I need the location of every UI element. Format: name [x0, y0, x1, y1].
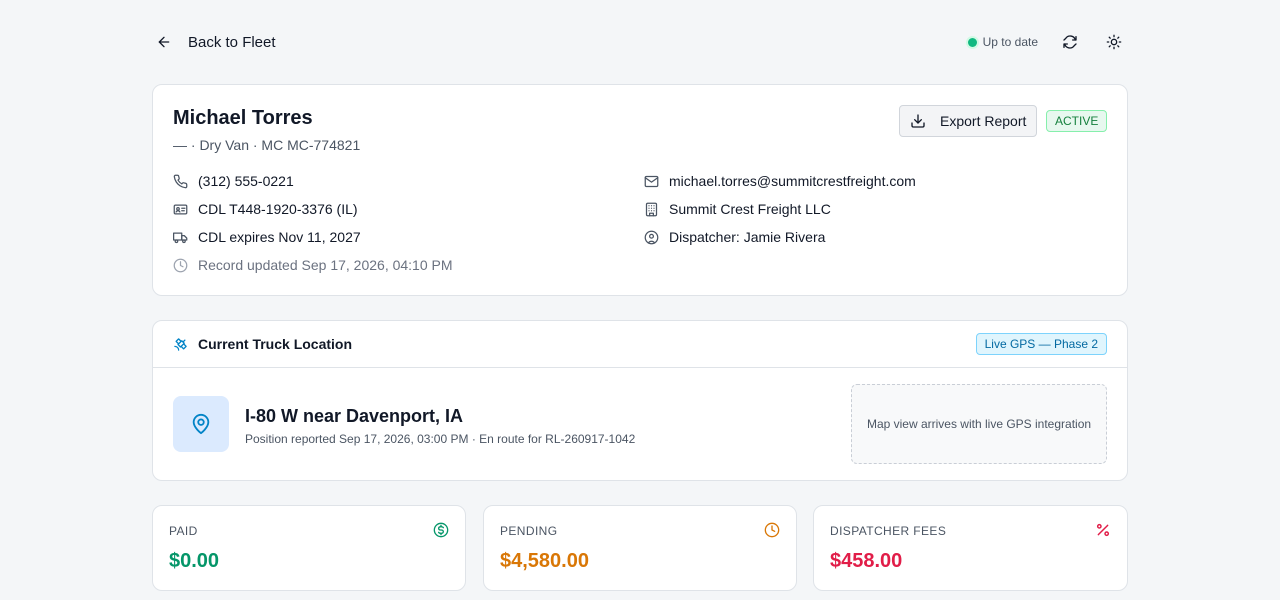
- theme-toggle-button[interactable]: [1100, 28, 1128, 56]
- live-gps-badge: Live GPS — Phase 2: [975, 333, 1107, 355]
- download-icon: [911, 114, 925, 128]
- dispatcher-row: Dispatcher: Jamie Rivera: [644, 229, 825, 245]
- cdl-expiry-row: CDL expires Nov 11, 2027: [173, 229, 361, 245]
- dispatcher-fees-stat-card: DISPATCHER FEES $458.00: [813, 505, 1128, 591]
- location-title: Current Truck Location: [173, 336, 352, 352]
- user-circle-icon: [644, 230, 659, 244]
- location-header: Current Truck Location Live GPS — Phase …: [153, 321, 1127, 368]
- stat-value: $458.00: [830, 550, 903, 572]
- mail-icon: [644, 175, 659, 187]
- export-report-button[interactable]: Export Report: [899, 105, 1038, 137]
- cdl-value: CDL T448-1920-3376 (IL): [198, 201, 358, 217]
- satellite-icon: [174, 337, 187, 351]
- map-pin-icon: [192, 413, 210, 435]
- building-icon: [645, 202, 658, 216]
- paid-stat-card: PAID $0.00: [152, 505, 466, 591]
- truck-location-card: Current Truck Location Live GPS — Phase …: [152, 320, 1128, 481]
- company-row: Summit Crest Freight LLC: [644, 201, 831, 217]
- driver-subtitle: — · Dry Van · MC MC-774821: [173, 137, 361, 153]
- driver-profile-card: Michael Torres — · Dry Van · MC MC-77482…: [152, 84, 1128, 296]
- arrow-left-icon: [158, 36, 170, 48]
- sync-status: Up to date: [967, 35, 1038, 49]
- record-updated-value: Record updated Sep 17, 2026, 04:10 PM: [198, 257, 453, 273]
- clock-icon: [173, 258, 188, 272]
- stat-label: PENDING: [500, 524, 558, 538]
- pending-stat-card: PENDING $4,580.00: [483, 505, 797, 591]
- refresh-button[interactable]: [1056, 28, 1084, 56]
- phone-row: (312) 555-0221: [173, 173, 294, 189]
- driver-name: Michael Torres: [173, 107, 313, 129]
- export-report-label: Export Report: [940, 113, 1027, 129]
- percent-icon: [1095, 522, 1111, 538]
- truck-icon: [173, 232, 188, 243]
- stat-label: PAID: [169, 524, 198, 538]
- location-meta: Position reported Sep 17, 2026, 03:00 PM…: [245, 432, 636, 446]
- location-pin-tile: [173, 396, 229, 452]
- back-label: Back to Fleet: [188, 33, 276, 51]
- company-value: Summit Crest Freight LLC: [669, 201, 831, 217]
- sun-icon: [1106, 34, 1122, 50]
- cdl-row: CDL T448-1920-3376 (IL): [173, 201, 358, 217]
- clock-icon: [764, 522, 780, 538]
- stat-label: DISPATCHER FEES: [830, 524, 947, 538]
- map-placeholder: Map view arrives with live GPS integrati…: [851, 384, 1107, 464]
- stat-value: $4,580.00: [500, 550, 589, 572]
- email-row: michael.torres@summitcrestfreight.com: [644, 173, 916, 189]
- phone-icon: [173, 174, 188, 188]
- status-dot-icon: [967, 37, 977, 47]
- stat-value: $0.00: [169, 550, 220, 572]
- location-title-text: Current Truck Location: [198, 336, 353, 352]
- location-place: I-80 W near Davenport, IA: [245, 406, 464, 426]
- top-bar: Back to Fleet Up to date: [152, 26, 1128, 58]
- email-value[interactable]: michael.torres@summitcrestfreight.com: [669, 173, 916, 189]
- top-actions: Up to date: [967, 28, 1128, 56]
- dispatcher-value: Dispatcher: Jamie Rivera: [669, 229, 826, 245]
- id-card-icon: [173, 204, 188, 214]
- dollar-circle-icon: [433, 522, 449, 538]
- cdl-expiry-value: CDL expires Nov 11, 2027: [198, 229, 361, 245]
- phone-value: (312) 555-0221: [198, 173, 294, 189]
- status-badge: ACTIVE: [1046, 110, 1108, 132]
- refresh-icon: [1063, 35, 1077, 49]
- back-to-fleet-link[interactable]: Back to Fleet: [152, 34, 276, 51]
- record-updated-row: Record updated Sep 17, 2026, 04:10 PM: [173, 257, 453, 273]
- sync-status-text: Up to date: [982, 35, 1038, 49]
